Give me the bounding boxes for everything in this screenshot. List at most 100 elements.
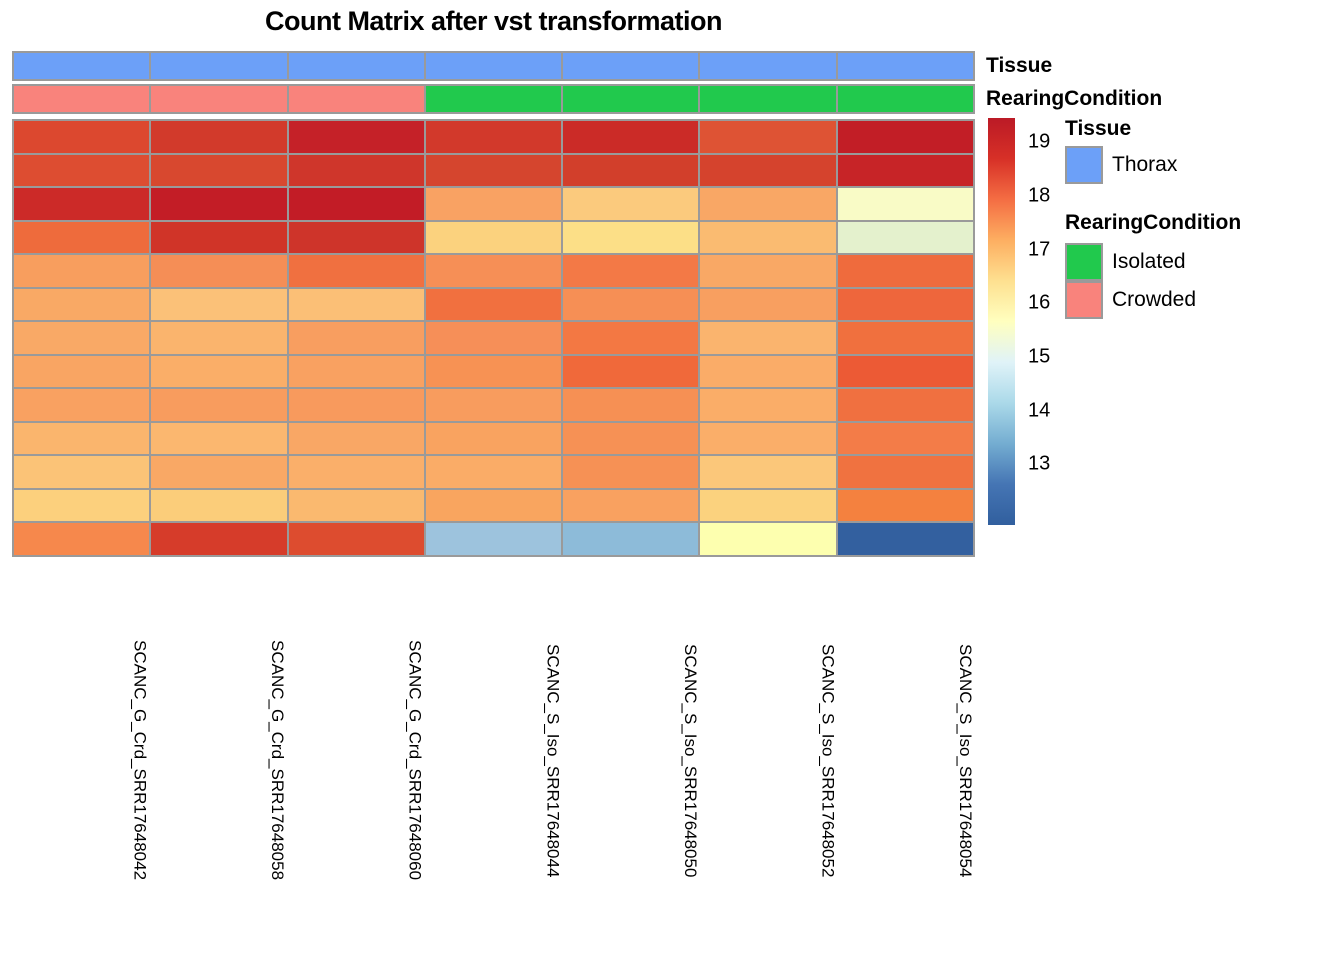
- column-labels: SCANC_G_Crd_SRR17648042 SCANC_G_Crd_SRR17…: [12, 563, 975, 953]
- rearing-condition-annotation-cell: [425, 86, 562, 112]
- legend-label-thorax: Thorax: [1112, 153, 1178, 176]
- heatmap-cell: [700, 322, 836, 354]
- rearing-condition-bar-label: RearingCondition: [986, 87, 1163, 110]
- rearing-condition-annotation-cell: [700, 86, 836, 112]
- heatmap-cell: [837, 121, 973, 153]
- legend-swatch-crowded: [1065, 281, 1103, 319]
- heatmap-cell: [425, 322, 562, 354]
- heatmap-cell: [14, 523, 150, 555]
- heatmap-cell: [837, 489, 973, 522]
- heatmap-cell: [288, 188, 424, 220]
- heatmap-cell: [837, 154, 973, 187]
- tissue-bar-label: Tissue: [986, 54, 1053, 77]
- legend-label-isolated: Isolated: [1112, 250, 1186, 273]
- heatmap-cell: [700, 188, 836, 220]
- color-scale-tick-label: 16: [1028, 291, 1051, 314]
- heatmap-cell: [151, 188, 287, 220]
- heatmap-cell: [14, 422, 150, 455]
- heatmap-cell: [14, 489, 150, 522]
- heatmap-cell: [14, 255, 150, 287]
- heatmap-cell: [288, 456, 424, 488]
- heatmap-cell: [288, 322, 424, 354]
- legend-swatch-isolated: [1065, 243, 1103, 281]
- heatmap-cell: [563, 154, 699, 187]
- heatmap-cell: [288, 255, 424, 287]
- heatmap-cell: [151, 489, 287, 522]
- column-label: SCANC_G_Crd_SRR17648058: [268, 640, 288, 881]
- heatmap-cell: [837, 221, 973, 254]
- heatmap-cell: [288, 121, 424, 153]
- rearing-condition-annotation-cell: [14, 86, 150, 112]
- heatmap-cell: [700, 456, 836, 488]
- heatmap-cell: [700, 489, 836, 522]
- tissue-annotation-cell: [151, 53, 287, 79]
- heatmap-cell: [563, 322, 699, 354]
- heatmap-cell: [14, 322, 150, 354]
- heatmap-cell: [837, 389, 973, 421]
- page-title: Count Matrix after vst transformation: [264, 6, 723, 36]
- heatmap-cell: [151, 422, 287, 455]
- heatmap-cell: [563, 456, 699, 488]
- color-scale-tick-label: 18: [1028, 184, 1051, 207]
- color-scale-tick-label: 15: [1028, 345, 1051, 368]
- heatmap-cell: [837, 322, 973, 354]
- heatmap-cell: [151, 322, 287, 354]
- heatmap-cell: [288, 154, 424, 187]
- heatmap-cell: [151, 389, 287, 421]
- heatmap-cell: [837, 288, 973, 321]
- heatmap-cell: [425, 188, 562, 220]
- column-label: SCANC_G_Crd_SRR17648060: [405, 640, 425, 881]
- heatmap-cell: [563, 221, 699, 254]
- column-label: SCANC_S_Iso_SRR17648054: [956, 643, 976, 878]
- heatmap-cell: [14, 221, 150, 254]
- heatmap-cell: [425, 154, 562, 187]
- legend-label-crowded: Crowded: [1112, 288, 1197, 311]
- heatmap-cell: [425, 221, 562, 254]
- heatmap-cell: [288, 221, 424, 254]
- rearing-condition-annotation-bar: [12, 84, 975, 114]
- tissue-annotation-cell: [14, 53, 150, 79]
- heatmap-cell: [700, 154, 836, 187]
- heatmap-cell: [425, 389, 562, 421]
- rearing-condition-annotation-cell: [151, 86, 287, 112]
- rearing-condition-annotation-cell: [563, 86, 699, 112]
- heatmap-cell: [151, 456, 287, 488]
- heatmap-grid: [12, 119, 975, 557]
- tissue-annotation-cell: [288, 53, 424, 79]
- heatmap-cell: [700, 422, 836, 455]
- heatmap-cell: [14, 456, 150, 488]
- heatmap-cell: [700, 255, 836, 287]
- heatmap-cell: [14, 121, 150, 153]
- heatmap-cell: [563, 121, 699, 153]
- heatmap-cell: [700, 523, 836, 555]
- legend-swatch-thorax: [1065, 146, 1103, 184]
- heatmap-cell: [837, 255, 973, 287]
- heatmap-cell: [837, 422, 973, 455]
- heatmap-cell: [151, 221, 287, 254]
- heatmap-cell: [288, 523, 424, 555]
- column-label: SCANC_S_Iso_SRR17648052: [818, 643, 838, 878]
- heatmap-cell: [151, 154, 287, 187]
- color-scale-tick-label: 19: [1028, 130, 1051, 153]
- heatmap-cell: [837, 523, 973, 555]
- heatmap-cell: [425, 121, 562, 153]
- color-scale-bar: [988, 118, 1015, 525]
- heatmap-cell: [14, 154, 150, 187]
- heatmap-cell: [563, 422, 699, 455]
- rearing-condition-annotation-cell: [288, 86, 424, 112]
- heatmap-cell: [288, 355, 424, 388]
- legend-tissue-title: Tissue: [1065, 117, 1132, 140]
- heatmap-cell: [563, 523, 699, 555]
- heatmap-cell: [151, 355, 287, 388]
- heatmap-cell: [700, 121, 836, 153]
- column-label: SCANC_G_Crd_SRR17648042: [130, 640, 150, 881]
- tissue-annotation-bar: [12, 51, 975, 81]
- tissue-annotation-cell: [700, 53, 836, 79]
- heatmap-cell: [700, 288, 836, 321]
- heatmap-cell: [700, 355, 836, 388]
- rearing-condition-annotation-cell: [837, 86, 973, 112]
- heatmap-cell: [288, 422, 424, 455]
- heatmap-cell: [425, 288, 562, 321]
- heatmap-cell: [14, 389, 150, 421]
- heatmap-cell: [563, 355, 699, 388]
